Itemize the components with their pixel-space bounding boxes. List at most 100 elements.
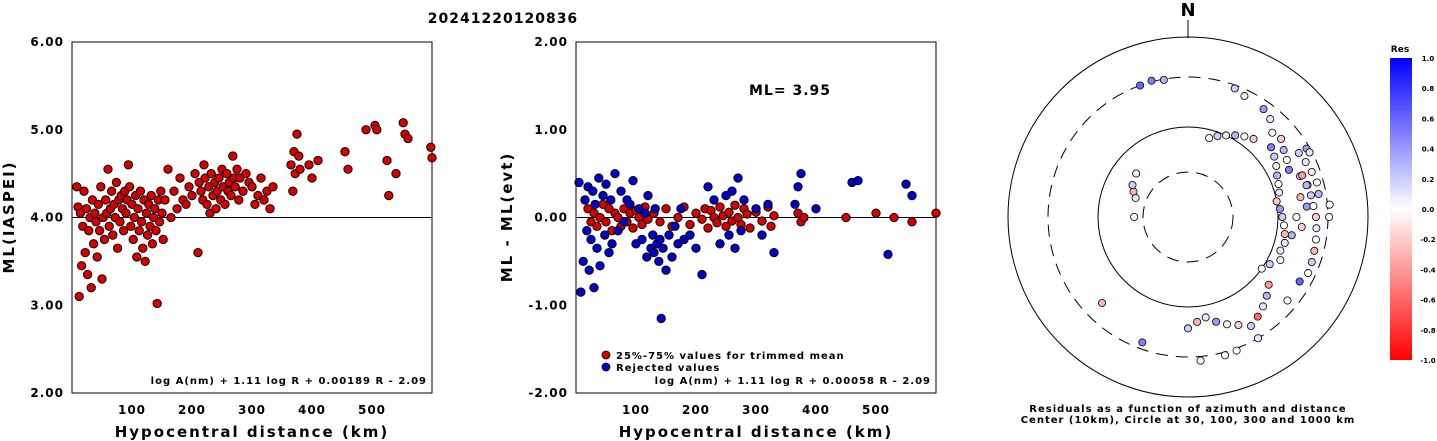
station-point: [1279, 221, 1288, 230]
data-point: [103, 164, 113, 174]
data-point: [118, 226, 129, 236]
data-point: [154, 217, 165, 227]
panel-ml-vs-distance: 100 200 300 400 500 2.00 3.00 4.00 5.00 6.00 log…: [0, 35, 437, 441]
colorbar-tick-label: 0.8: [1422, 85, 1435, 93]
data-point: [588, 186, 598, 196]
data-point: [595, 261, 605, 271]
data-point: [372, 125, 382, 135]
data-point: [96, 182, 106, 192]
data-point: [763, 199, 773, 209]
data-point: [739, 195, 749, 205]
data-point: [268, 182, 278, 192]
station-point: [1196, 356, 1205, 365]
data-point: [578, 256, 588, 267]
data-point: [199, 160, 209, 170]
data-point: [172, 204, 182, 214]
y-tick-label: 2.00: [534, 35, 568, 49]
data-point: [152, 298, 162, 309]
station-point: [1249, 134, 1258, 143]
data-point: [931, 208, 941, 218]
y-tick-label: 2.00: [30, 386, 64, 400]
data-point: [151, 226, 161, 236]
data-point: [426, 142, 436, 152]
data-point: [730, 200, 740, 210]
panel-azimuth-residuals: N Residuals as a function of azimuth and…: [1007, 0, 1369, 426]
data-point: [124, 182, 135, 192]
data-point: [141, 208, 152, 218]
data-point: [650, 204, 660, 214]
station-point: [1138, 338, 1147, 347]
station-point: [1278, 212, 1287, 221]
data-point: [691, 243, 701, 253]
station-point: [1230, 84, 1239, 93]
data-point: [676, 204, 686, 214]
station-point: [1232, 346, 1241, 355]
data-point: [222, 168, 232, 179]
station-point: [1274, 180, 1283, 189]
station-point: [1246, 322, 1255, 331]
station-point: [1296, 193, 1305, 202]
station-point: [1302, 181, 1311, 190]
data-point: [883, 249, 893, 260]
data-point: [664, 230, 674, 240]
station-point: [1304, 269, 1313, 278]
station-point: [1259, 105, 1268, 114]
station-point: [1311, 212, 1320, 221]
x-tick-label: 500: [862, 403, 890, 417]
data-point: [736, 226, 746, 236]
data-point: [610, 168, 620, 179]
data-point: [685, 230, 695, 240]
station-point: [1221, 351, 1230, 360]
data-point: [697, 269, 707, 280]
colorbar-tick-label: 0.2: [1422, 176, 1435, 184]
x-tick-labels: 100 200 300 400 500: [118, 403, 385, 417]
data-point: [190, 168, 200, 179]
colorbar-tick-label: 1.0: [1422, 55, 1435, 63]
station-point: [1212, 317, 1221, 326]
data-point: [769, 247, 779, 258]
data-point: [79, 186, 89, 196]
station-point: [1302, 202, 1311, 211]
data-point: [80, 247, 90, 258]
data-point: [769, 211, 779, 221]
station-point: [1201, 313, 1210, 322]
station-point: [1253, 312, 1262, 321]
data-point: [715, 202, 725, 212]
station-point: [1136, 81, 1145, 90]
station-point: [1268, 128, 1277, 137]
data-point: [196, 186, 206, 196]
data-point: [691, 208, 701, 218]
north-label: N: [1180, 0, 1195, 21]
data-point: [76, 261, 87, 271]
data-point: [135, 186, 146, 196]
station-point: [1307, 258, 1316, 267]
data-point: [730, 243, 740, 253]
data-point: [307, 173, 317, 183]
x-axis-label: Hypocentral distance (km): [619, 423, 894, 441]
data-point: [343, 164, 353, 174]
data-point: [111, 177, 122, 188]
data-point: [667, 252, 677, 262]
x-tick-label: 400: [802, 403, 830, 417]
data-point: [745, 223, 755, 233]
data-point: [697, 214, 707, 224]
station-point: [1184, 324, 1193, 333]
station-point: [1294, 149, 1303, 158]
data-point: [132, 252, 142, 262]
data-point: [604, 247, 614, 258]
station-point: [1306, 191, 1315, 200]
data-point: [86, 283, 96, 293]
data-point: [93, 199, 104, 209]
ring-100km: [1097, 126, 1279, 308]
legend-marker-rejected: [601, 362, 611, 372]
data-point: [295, 164, 305, 174]
colorbar-tick-label: -0.2: [1420, 236, 1435, 244]
data-point: [97, 274, 107, 284]
data-point: [733, 173, 743, 183]
x-tick-label: 100: [118, 403, 146, 417]
data-point: [574, 177, 584, 188]
y-tick-labels: -2.00 -1.00 0.00 1.00 2.00: [528, 35, 568, 400]
data-point: [654, 256, 664, 267]
station-point: [1325, 200, 1334, 209]
